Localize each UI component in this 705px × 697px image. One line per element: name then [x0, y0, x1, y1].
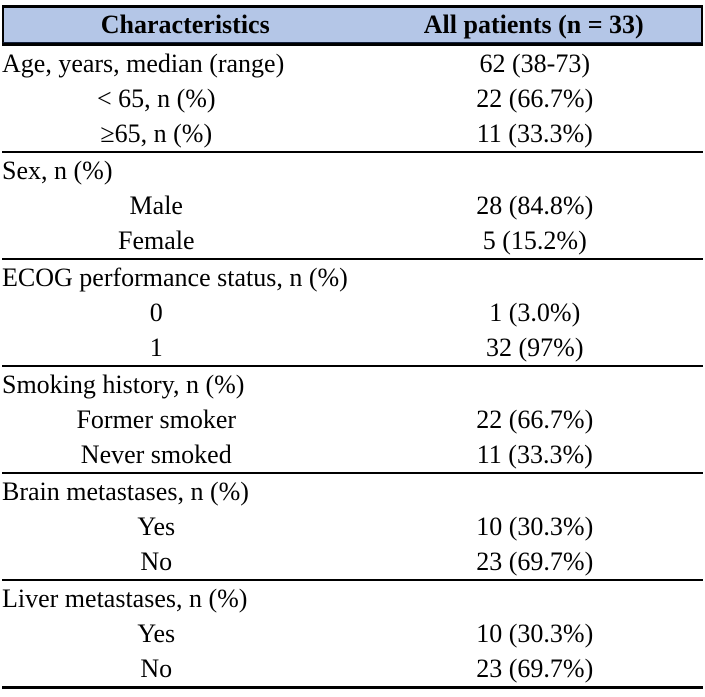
row-label: No: [2, 651, 367, 689]
row-value: 10 (30.3%): [476, 619, 594, 648]
table-row: Liver metastases, n (%): [2, 581, 703, 616]
row-value: 11 (33.3%): [366, 437, 703, 474]
table-row: Sex, n (%): [2, 153, 703, 188]
row-label: Female: [2, 223, 367, 260]
table-row: Female 5 (15.2%): [2, 223, 703, 260]
row-label: Sex, n (%): [2, 156, 113, 185]
row-value: 23 (69.7%): [366, 651, 703, 689]
row-label: < 65, n (%): [96, 84, 216, 113]
table-row: < 65, n (%) 22 (66.7%): [2, 81, 703, 116]
row-label: Yes: [137, 512, 176, 541]
row-value: 22 (66.7%): [476, 84, 594, 113]
row-value: 32 (97%): [366, 330, 703, 367]
row-value: 28 (84.8%): [476, 191, 594, 220]
row-value: 62 (38-73): [366, 43, 703, 81]
row-value: [367, 474, 703, 509]
table-row: Male 28 (84.8%): [2, 188, 703, 223]
row-value: [367, 153, 703, 188]
table-header-row: Characteristics All patients (n = 33): [2, 5, 703, 43]
row-label: ≥65, n (%): [2, 116, 367, 153]
column-header-characteristics: Characteristics: [2, 5, 367, 43]
row-value: 22 (66.7%): [476, 405, 594, 434]
row-label: 0: [149, 298, 163, 327]
table-row: Age, years, median (range) 62 (38-73): [2, 43, 703, 81]
row-value: [367, 581, 703, 616]
row-value: [367, 367, 703, 402]
row-label: No: [2, 544, 367, 581]
row-value: 10 (30.3%): [476, 512, 594, 541]
row-value: 5 (15.2%): [366, 223, 703, 260]
row-label: Age, years, median (range): [2, 43, 367, 81]
row-label: Yes: [137, 619, 176, 648]
row-label: 1: [2, 330, 367, 367]
table-row: Never smoked 11 (33.3%): [2, 437, 703, 474]
row-label: Smoking history, n (%): [2, 370, 245, 399]
table-row: No 23 (69.7%): [2, 651, 703, 689]
table-row: No 23 (69.7%): [2, 544, 703, 581]
row-value: [367, 260, 703, 295]
row-label: Former smoker: [76, 405, 237, 434]
table-row: Former smoker 22 (66.7%): [2, 402, 703, 437]
table-row: ≥65, n (%) 11 (33.3%): [2, 116, 703, 153]
table-row: Yes 10 (30.3%): [2, 616, 703, 651]
table-row: 1 32 (97%): [2, 330, 703, 367]
row-value: 1 (3.0%): [489, 298, 581, 327]
row-value: 11 (33.3%): [366, 116, 703, 153]
table-row: Brain metastases, n (%): [2, 474, 703, 509]
column-header-all-patients: All patients (n = 33): [366, 5, 703, 43]
table-body: Age, years, median (range) 62 (38-73) < …: [2, 43, 703, 689]
patient-characteristics-table: Characteristics All patients (n = 33) Ag…: [2, 5, 703, 689]
table-row: Smoking history, n (%): [2, 367, 703, 402]
table-row: 0 1 (3.0%): [2, 295, 703, 330]
table-row: ECOG performance status, n (%): [2, 260, 703, 295]
row-label: Liver metastases, n (%): [2, 584, 248, 613]
row-label: Brain metastases, n (%): [2, 477, 249, 506]
patient-characteristics-table-container: Characteristics All patients (n = 33) Ag…: [2, 5, 703, 689]
row-label: Never smoked: [2, 437, 367, 474]
row-value: 23 (69.7%): [366, 544, 703, 581]
table-header: Characteristics All patients (n = 33): [2, 5, 703, 43]
row-label: ECOG performance status, n (%): [2, 263, 348, 292]
row-label: Male: [129, 191, 183, 220]
table-row: Yes 10 (30.3%): [2, 509, 703, 544]
